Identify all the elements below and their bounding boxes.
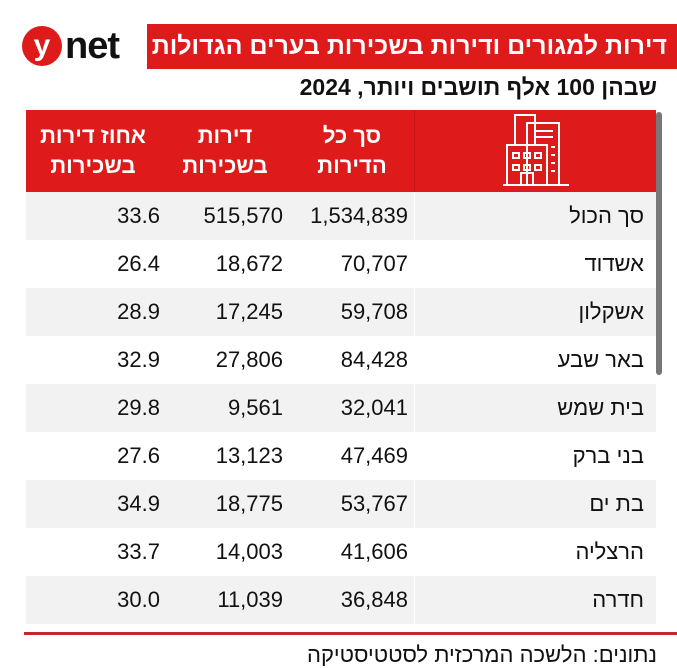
cell-city: סך הכול [414, 192, 656, 240]
data-table: סך כל הדירות דירות בשכירות אחוז דירות בש… [26, 110, 656, 624]
cell-city: בת ים [414, 480, 656, 528]
cell-city: אשדוד [414, 240, 656, 288]
cell-total: 32,041 [340, 395, 408, 420]
page-title: דירות למגורים ודירות בשכירות בערים הגדול… [147, 24, 677, 69]
cell-percent: 27.6 [117, 443, 160, 468]
cell-city: בית שמש [414, 384, 656, 432]
cell-percent: 34.9 [117, 491, 160, 516]
table-row: סך הכול 1,534,839 515,570 33.6 [26, 192, 656, 240]
table-row: חדרה 36,848 11,039 30.0 [26, 576, 656, 624]
cell-total: 70,707 [340, 251, 408, 276]
cell-total: 59,708 [340, 299, 408, 324]
cell-city: בני ברק [414, 432, 656, 480]
cell-percent: 32.9 [117, 347, 160, 372]
building-icon [414, 110, 656, 192]
subtitle: שבהן 100 אלף תושבים ויותר, 2024 [299, 74, 657, 100]
header-percent: אחוז דירות בשכירות [40, 123, 146, 178]
cell-city: באר שבע [414, 336, 656, 384]
cell-rentals: 9,561 [227, 395, 283, 420]
cell-percent: 26.4 [117, 251, 160, 276]
cell-city: חדרה [414, 576, 656, 624]
table-row: באר שבע 84,428 27,806 32.9 [26, 336, 656, 384]
cell-rentals: 18,775 [215, 491, 283, 516]
ynet-logo: y net [22, 25, 120, 67]
scrollbar[interactable] [656, 112, 662, 375]
cell-percent: 30.0 [117, 587, 160, 612]
cell-rentals: 18,672 [215, 251, 283, 276]
table-row: בת ים 53,767 18,775 34.9 [26, 480, 656, 528]
cell-total: 53,767 [340, 491, 408, 516]
cell-rentals: 27,806 [215, 347, 283, 372]
cell-total: 47,469 [340, 443, 408, 468]
header-total: סך כל הדירות [317, 123, 387, 178]
table-row: בית שמש 32,041 9,561 29.8 [26, 384, 656, 432]
divider [24, 632, 677, 635]
cell-total: 84,428 [340, 347, 408, 372]
cell-rentals: 17,245 [215, 299, 283, 324]
table-row: אשדוד 70,707 18,672 26.4 [26, 240, 656, 288]
table-header: סך כל הדירות דירות בשכירות אחוז דירות בש… [26, 110, 656, 192]
cell-city: אשקלון [414, 288, 656, 336]
cell-rentals: 14,003 [215, 539, 283, 564]
table-row: הרצליה 41,606 14,003 33.7 [26, 528, 656, 576]
cell-total: 41,606 [340, 539, 408, 564]
cell-percent: 33.6 [117, 203, 160, 228]
cell-percent: 28.9 [117, 299, 160, 324]
cell-rentals: 13,123 [215, 443, 283, 468]
cell-rentals: 515,570 [203, 203, 283, 228]
table-row: בני ברק 47,469 13,123 27.6 [26, 432, 656, 480]
cell-total: 36,848 [340, 587, 408, 612]
cell-percent: 29.8 [117, 395, 160, 420]
logo-net: net [65, 25, 120, 67]
cell-total: 1,534,839 [310, 203, 408, 228]
cell-rentals: 11,039 [217, 587, 283, 612]
cell-percent: 33.7 [117, 539, 160, 564]
logo-y: y [22, 26, 62, 66]
cell-city: הרצליה [414, 528, 656, 576]
table-row: אשקלון 59,708 17,245 28.9 [26, 288, 656, 336]
source-note: נתונים: הלשכה המרכזית לסטטיסטיקה [307, 642, 657, 667]
header-rentals: דירות בשכירות [182, 123, 268, 178]
